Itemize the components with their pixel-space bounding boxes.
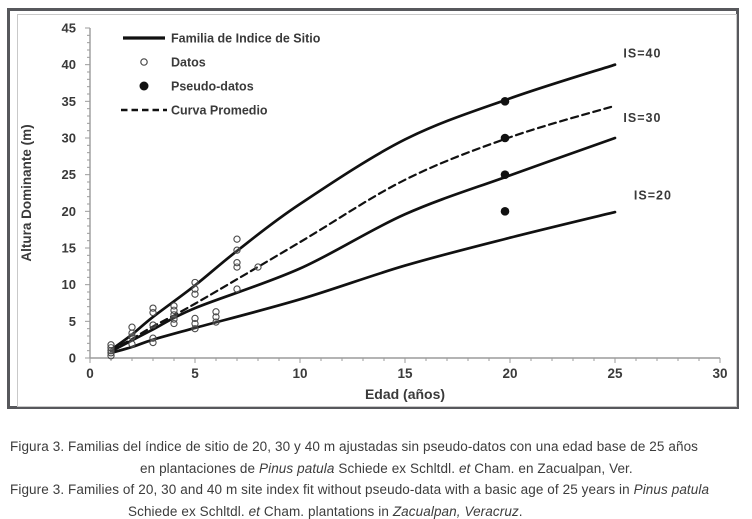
axes: 0 5 10 15 20 25 30 35 40 45 0 5 10 15 20 25 30 Edad (años… [19, 21, 728, 403]
x-tick-label: 5 [191, 366, 199, 381]
legend: Familia de Indice de Sitio Datos Pseudo-da… [121, 32, 321, 118]
caption-italic-text: et [458, 460, 471, 476]
datos-point [191, 290, 199, 298]
legend-open-circle-swatch [140, 58, 148, 66]
datos-point [149, 334, 157, 342]
caption-italic-text: et [248, 503, 261, 519]
legend-label: Datos [171, 56, 206, 70]
datos-point [233, 235, 241, 243]
pseudo-datos-points [500, 97, 510, 216]
site-index-curve [109, 136, 617, 353]
datos-point [233, 259, 241, 267]
y-tick-label: 15 [62, 241, 76, 256]
datos-point [254, 263, 262, 271]
curve-label: IS=30 [623, 111, 661, 125]
datos-point [212, 318, 220, 326]
caption-text: en plantaciones de [140, 460, 259, 476]
caption-italic-text: Pinus patula [633, 482, 710, 497]
legend-label: Familia de Indice de Sitio [171, 32, 321, 46]
datos-point [128, 323, 136, 331]
site-index-curves: IS=40 IS=30 IS=20 [109, 46, 672, 355]
datos-point [149, 304, 157, 312]
datos-point [149, 321, 157, 329]
datos-point [233, 246, 241, 254]
y-tick-label: 5 [69, 314, 76, 329]
site-index-curve [109, 210, 617, 355]
datos-point [128, 329, 136, 337]
site-index-curve [109, 63, 617, 352]
caption-text: Figure 3. Families of 20, 30 and 40 m si… [10, 482, 634, 497]
caption-line: en plantaciones de Pinus patula Schiede … [10, 458, 746, 480]
legend-label: Pseudo-datos [171, 80, 254, 94]
y-tick-label: 25 [62, 167, 76, 182]
datos-point [233, 285, 241, 293]
y-tick-label: 45 [62, 21, 76, 36]
datos-point [128, 340, 136, 348]
x-axis-title: Edad (años) [365, 386, 445, 402]
datos-point [170, 302, 178, 310]
figure-caption: Figura 3. Familias del índice de sitio d… [10, 436, 746, 519]
caption-italic-text: Zacualpan, Veracruz [392, 503, 519, 519]
caption-text: Figura 3. Familias del índice de sitio d… [10, 439, 699, 454]
plot-area-border [17, 14, 737, 407]
caption-italic-text: Pinus patula [259, 460, 335, 476]
caption-text: Cham. plantations in [260, 503, 393, 519]
caption-line: Figure 3. Families of 20, 30 and 40 m si… [10, 479, 746, 501]
caption-line: Figura 3. Familias del índice de sitio d… [10, 436, 746, 458]
pseudo-datos-point [500, 133, 510, 143]
caption-text: . [518, 503, 523, 519]
y-tick-label: 30 [62, 131, 76, 146]
caption-text: Schiede ex Schltdl. [128, 503, 249, 519]
x-tick-label: 20 [502, 366, 517, 381]
x-tick-label: 15 [397, 366, 413, 381]
pseudo-datos-point [500, 170, 510, 179]
x-tick-label: 25 [607, 366, 623, 381]
datos-point [191, 278, 199, 287]
y-tick-label: 35 [62, 94, 76, 109]
y-tick-label: 20 [62, 204, 76, 219]
datos-point [191, 319, 199, 328]
datos-point [191, 314, 199, 323]
y-tick-label: 40 [62, 57, 76, 72]
x-tick-label: 30 [712, 366, 727, 381]
legend-label: Curva Promedio [171, 104, 268, 118]
datos-points [107, 235, 262, 360]
pseudo-datos-point [500, 207, 510, 216]
datos-point [212, 308, 220, 316]
y-tick-label: 10 [62, 277, 76, 292]
y-axis-title: Altura Dominante (m) [19, 124, 34, 261]
caption-text: Schiede ex Schltdl. [334, 460, 459, 476]
datos-point [128, 333, 136, 341]
curve-label: IS=40 [623, 46, 661, 60]
datos-point [191, 325, 199, 333]
y-tick-label: 0 [69, 351, 76, 366]
datos-point [107, 341, 115, 349]
caption-text: Cham. en Zacualpan, Ver. [470, 460, 633, 476]
average-curve [109, 104, 617, 352]
legend-filled-circle-swatch [139, 81, 149, 91]
datos-point [212, 313, 220, 321]
chart-svg: 0 5 10 15 20 25 30 35 40 45 0 5 10 15 20 25 30 Edad (años… [17, 14, 737, 407]
curve-label: IS=20 [634, 189, 672, 203]
datos-point [107, 349, 115, 357]
pseudo-datos-point [500, 97, 510, 106]
datos-point [191, 285, 199, 293]
caption-line: Schiede ex Schltdl. et Cham. plantations… [10, 501, 746, 519]
x-tick-label: 10 [292, 366, 307, 381]
x-tick-label: 0 [86, 366, 94, 381]
